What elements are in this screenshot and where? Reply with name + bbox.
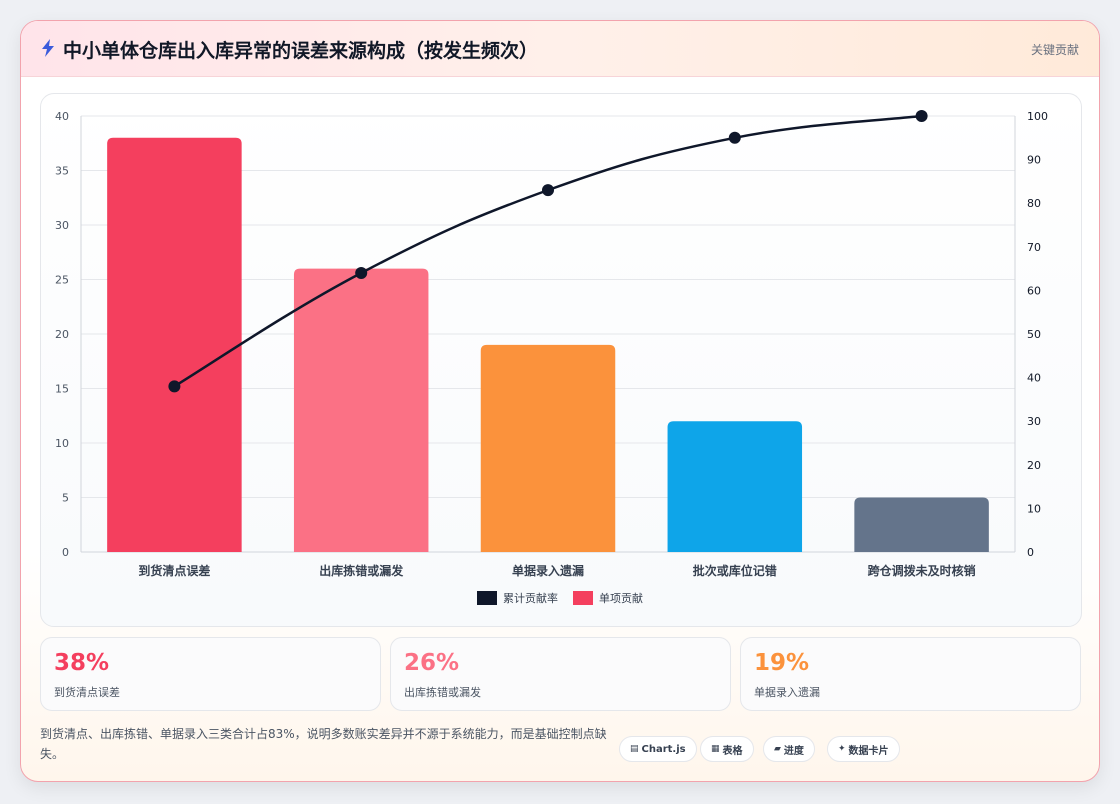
y-right-tick-label: 50 xyxy=(1027,328,1041,341)
y-right-tick-label: 10 xyxy=(1027,502,1041,515)
y-left-tick-label: 40 xyxy=(55,110,69,123)
x-tick-label: 到货清点误差 xyxy=(138,563,210,578)
progress-icon: ▰ xyxy=(774,744,781,754)
stat-label: 单据录入遗漏 xyxy=(754,686,820,699)
chip-label: 数据卡片 xyxy=(848,745,889,757)
stat-label: 出库拣错或漏发 xyxy=(404,686,481,699)
y-right-tick-label: 20 xyxy=(1027,459,1041,472)
y-left-tick-label: 10 xyxy=(55,437,69,450)
x-tick-label: 批次或库位记错 xyxy=(693,563,777,578)
header-tag: 关键贡献 xyxy=(1030,43,1079,57)
cumulative-point xyxy=(915,110,928,122)
card-header: 中小单体仓库出入库异常的误差来源构成（按发生频次） 关键贡献 xyxy=(21,21,1099,77)
page-title: 中小单体仓库出入库异常的误差来源构成（按发生频次） xyxy=(63,40,539,62)
cumulative-point xyxy=(168,380,181,393)
cumulative-point xyxy=(728,131,741,144)
chip-table[interactable]: ▦ 表格 xyxy=(700,736,754,762)
legend-swatch-bar xyxy=(573,591,593,605)
y-left-tick-label: 25 xyxy=(55,274,69,287)
y-right-tick-label: 70 xyxy=(1027,241,1041,254)
y-right-tick-label: 0 xyxy=(1027,546,1034,559)
chip-data-card[interactable]: ✦ 数据卡片 xyxy=(827,736,900,762)
stat-label: 到货清点误差 xyxy=(54,686,120,699)
chart-panel: 0 5 10 15 20 25 30 35 40 0 10 20 30 40 50 60 70 80 90 100 到货… xyxy=(40,93,1082,627)
stat-card-2: 26% 出库拣错或漏发 xyxy=(390,637,731,711)
summary-note: 到货清点、出库拣错、单据录入三类合计占83%，说明多数账实差异并不源于系统能力，… xyxy=(40,727,607,761)
y-left-tick-label: 5 xyxy=(62,492,69,505)
stat-value: 19% xyxy=(754,650,810,676)
bar xyxy=(293,268,429,552)
bar xyxy=(667,421,803,552)
stat-card-1: 38% 到货清点误差 xyxy=(40,637,381,711)
pareto-chart: 0 5 10 15 20 25 30 35 40 0 10 20 30 40 50 60 70 80 90 100 到货… xyxy=(55,110,1048,605)
chip-progress[interactable]: ▰ 进度 xyxy=(763,736,815,762)
chip-label: Chart.js xyxy=(641,743,686,755)
lightning-icon xyxy=(42,39,54,57)
y-right-tick-label: 30 xyxy=(1027,415,1041,428)
cumulative-point xyxy=(355,266,368,279)
x-tick-label: 跨仓调拨未及时核销 xyxy=(868,563,976,578)
y-left-tick-label: 20 xyxy=(55,328,69,341)
chip-label: 表格 xyxy=(722,745,743,757)
y-left-tick-label: 0 xyxy=(62,546,69,559)
legend-label: 单项贡献 xyxy=(599,591,643,605)
y-right-tick-label: 40 xyxy=(1027,372,1041,385)
chip-chartjs[interactable]: ▤ Chart.js xyxy=(619,736,697,762)
y-left-tick-label: 15 xyxy=(55,383,69,396)
x-tick-label: 出库拣错或漏发 xyxy=(319,563,404,578)
bar xyxy=(107,137,242,553)
chart-icon: ▤ xyxy=(630,744,639,754)
y-right-tick-label: 90 xyxy=(1027,154,1041,167)
bar xyxy=(854,497,989,552)
report-card: 中小单体仓库出入库异常的误差来源构成（按发生频次） 关键贡献 0 5 10 15 20 2… xyxy=(20,20,1100,782)
y-right-tick-label: 60 xyxy=(1027,284,1041,297)
legend-swatch-cumulative xyxy=(477,591,497,605)
y-right-tick-label: 80 xyxy=(1027,197,1041,210)
x-tick-label: 单据录入遗漏 xyxy=(512,563,584,578)
stat-value: 38% xyxy=(54,650,110,676)
y-left-tick-label: 30 xyxy=(55,219,69,232)
y-right-tick-label: 100 xyxy=(1027,110,1048,123)
y-left-tick-label: 35 xyxy=(55,165,69,178)
legend-label: 累计贡献率 xyxy=(503,591,558,605)
sparkle-icon: ✦ xyxy=(838,744,846,754)
table-icon: ▦ xyxy=(711,744,720,754)
stat-value: 26% xyxy=(404,650,460,676)
bar xyxy=(480,344,616,552)
stat-card-3: 19% 单据录入遗漏 xyxy=(740,637,1081,711)
chip-label: 进度 xyxy=(783,745,804,757)
cumulative-point xyxy=(542,184,554,197)
